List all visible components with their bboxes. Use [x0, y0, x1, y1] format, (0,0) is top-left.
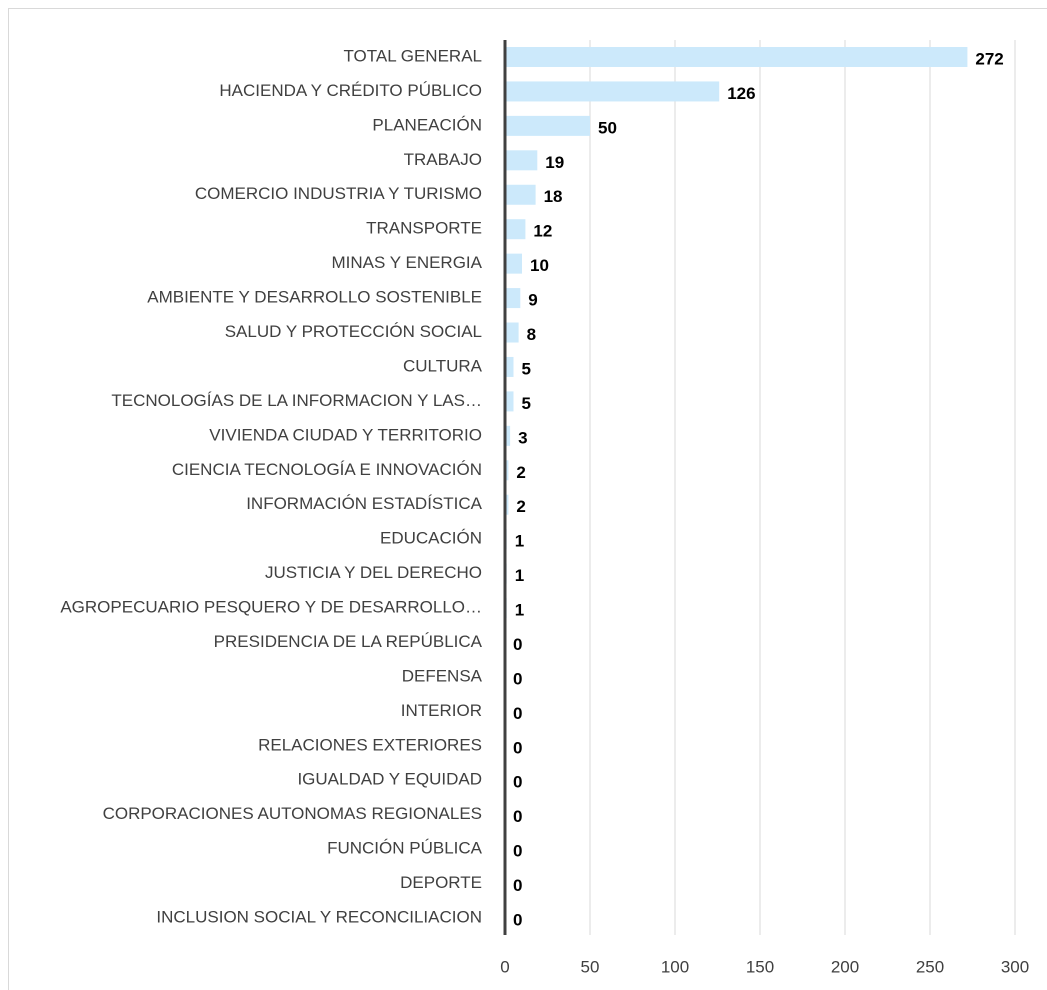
y-tick-label: TRABAJO [404, 150, 482, 169]
y-tick-label: INFORMACIÓN ESTADÍSTICA [246, 494, 482, 513]
y-tick-label: RELACIONES EXTERIORES [258, 735, 482, 754]
data-label: 10 [530, 256, 549, 275]
data-label: 272 [975, 49, 1003, 68]
x-tick-label: 200 [831, 957, 859, 976]
data-label: 0 [513, 669, 522, 688]
bar [505, 184, 536, 205]
data-label: 0 [513, 635, 522, 654]
x-tick-label: 300 [1001, 957, 1029, 976]
x-tick-label: 0 [500, 957, 509, 976]
bar [505, 460, 509, 481]
y-tick-label: EDUCACIÓN [380, 529, 482, 548]
bar [505, 115, 590, 136]
y-tick-label: CULTURA [403, 356, 483, 375]
bar [505, 322, 519, 343]
data-label: 9 [528, 291, 537, 310]
data-label: 2 [516, 497, 525, 516]
y-tick-label: CIENCIA TECNOLOGÍA E INNOVACIÓN [172, 460, 482, 479]
y-tick-label: PRESIDENCIA DE LA REPÚBLICA [214, 632, 483, 651]
y-tick-label: INTERIOR [401, 701, 482, 720]
data-label: 8 [527, 325, 536, 344]
bar [505, 288, 521, 309]
y-tick-label: DEPORTE [400, 873, 482, 892]
data-label: 12 [533, 222, 552, 241]
bar [505, 47, 968, 67]
data-label: 2 [516, 463, 525, 482]
x-tick-label: 150 [746, 957, 774, 976]
bar [505, 356, 514, 377]
data-label: 18 [544, 187, 563, 206]
y-tick-label: TOTAL GENERAL [343, 46, 482, 65]
data-label: 126 [727, 84, 755, 103]
data-label: 5 [522, 394, 531, 413]
y-tick-label: IGUALDAD Y EQUIDAD [297, 770, 482, 789]
y-tick-label: INCLUSION SOCIAL Y RECONCILIACION [156, 907, 482, 926]
data-label: 1 [515, 532, 524, 551]
data-label: 50 [598, 118, 617, 137]
y-tick-label: AGROPECUARIO PESQUERO Y DE DESARROLLO… [60, 598, 482, 617]
bar [505, 81, 720, 102]
y-tick-label: TRANSPORTE [366, 219, 482, 238]
y-tick-label: VIVIENDA CIUDAD Y TERRITORIO [209, 425, 482, 444]
bar [505, 253, 522, 274]
y-tick-label: COMERCIO INDUSTRIA Y TURISMO [195, 184, 482, 203]
y-tick-label: PLANEACIÓN [372, 115, 482, 134]
data-label: 0 [513, 738, 522, 757]
data-label: 0 [513, 807, 522, 826]
bar [505, 150, 538, 171]
y-tick-label: AMBIENTE Y DESARROLLO SOSTENIBLE [147, 288, 482, 307]
data-label: 1 [515, 601, 524, 620]
data-label: 0 [513, 876, 522, 895]
y-tick-label: JUSTICIA Y DEL DERECHO [265, 563, 482, 582]
bar [505, 494, 509, 515]
x-tick-label: 100 [661, 957, 689, 976]
data-label: 3 [518, 428, 527, 447]
y-tick-label: DEFENSA [402, 666, 483, 685]
y-tick-label: MINAS Y ENERGIA [331, 253, 482, 272]
y-tick-label: TECNOLOGÍAS DE LA INFORMACION Y LAS… [111, 391, 482, 410]
x-tick-label: 50 [581, 957, 600, 976]
data-label: 1 [515, 566, 524, 585]
y-tick-label: FUNCIÓN PÚBLICA [327, 839, 483, 858]
x-tick-label: 250 [916, 957, 944, 976]
chart-frame [8, 8, 1047, 990]
y-tick-label: SALUD Y PROTECCIÓN SOCIAL [225, 322, 482, 341]
bar [505, 219, 526, 240]
y-tick-label: HACIENDA Y CRÉDITO PÚBLICO [219, 81, 482, 100]
data-label: 0 [513, 773, 522, 792]
bar [505, 391, 514, 412]
bar [505, 425, 511, 446]
data-label: 0 [513, 842, 522, 861]
y-tick-label: CORPORACIONES AUTONOMAS REGIONALES [103, 804, 482, 823]
data-label: 0 [513, 704, 522, 723]
data-label: 5 [522, 359, 531, 378]
data-label: 19 [545, 153, 564, 172]
data-label: 0 [513, 910, 522, 929]
